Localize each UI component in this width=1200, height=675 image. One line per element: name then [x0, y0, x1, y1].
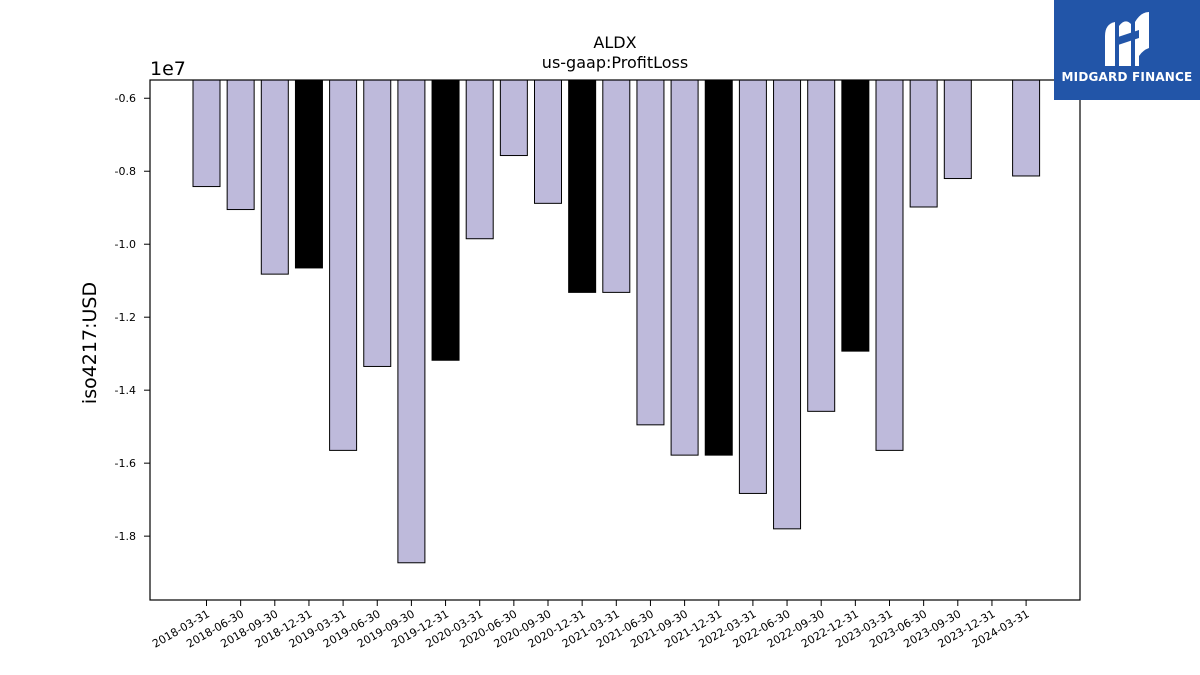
- bar-2021-03-31: [602, 79, 631, 293]
- plot-frame: [149, 79, 1081, 601]
- y-tick-label: -1.8: [115, 530, 136, 543]
- bar-2022-12-31: [841, 79, 870, 352]
- bar-2018-12-31: [294, 79, 323, 269]
- bars-group: [192, 79, 1041, 564]
- bar-2020-06-30: [499, 79, 528, 157]
- brand-logo: MIDGARD FINANCE: [1054, 0, 1200, 100]
- bar-2023-09-30: [943, 79, 972, 180]
- y-axis-label: iso4217:USD: [79, 282, 101, 404]
- bar-2021-06-30: [636, 79, 665, 426]
- bar-2019-09-30: [397, 79, 426, 564]
- bar-2024-03-31: [1012, 79, 1041, 177]
- y-scale-label: 1e7: [150, 58, 186, 80]
- brand-name: MIDGARD FINANCE: [1061, 70, 1193, 84]
- bar-2020-03-31: [465, 79, 494, 240]
- chart-subtitle: us-gaap:ProfitLoss: [542, 53, 688, 72]
- bar-2023-06-30: [909, 79, 938, 208]
- y-tick-label: -1.4: [115, 384, 136, 397]
- bar-2021-09-30: [670, 79, 699, 456]
- y-tick-label: -0.6: [115, 92, 136, 105]
- bar-2019-06-30: [363, 79, 392, 367]
- chart-title: ALDX: [593, 33, 636, 52]
- bar-2023-03-31: [875, 79, 904, 451]
- stylized-m-logo-icon: [1105, 12, 1149, 66]
- y-axis: -0.6 -0.8 -1.0 -1.2 -1.4 -1.6 -1.8: [115, 92, 150, 543]
- bar-2019-03-31: [329, 79, 358, 451]
- bar-2019-12-31: [431, 79, 460, 361]
- y-tick-label: -1.6: [115, 457, 136, 470]
- bar-2022-03-31: [738, 79, 767, 494]
- x-axis: 2018-03-312018-06-302018-09-302018-12-31…: [150, 600, 1032, 651]
- bar-2022-06-30: [773, 79, 802, 530]
- y-tick-label: -1.2: [115, 311, 136, 324]
- y-tick-label: -1.0: [115, 238, 136, 251]
- y-tick-label: -0.8: [115, 165, 136, 178]
- bar-2020-09-30: [534, 79, 562, 204]
- bar-2022-09-30: [807, 79, 836, 412]
- bar-2018-06-30: [226, 79, 255, 211]
- bar-2018-09-30: [260, 79, 289, 275]
- bar-2020-12-31: [568, 79, 597, 293]
- bar-2018-03-31: [192, 79, 221, 188]
- bar-2021-12-31: [704, 79, 733, 456]
